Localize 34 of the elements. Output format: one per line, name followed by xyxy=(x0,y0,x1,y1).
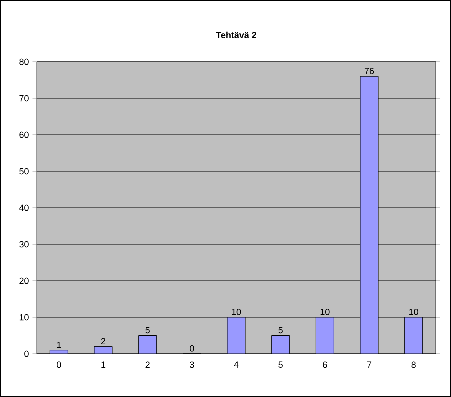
x-tick-label: 7 xyxy=(367,362,372,368)
bar xyxy=(272,336,290,354)
data-label: 5 xyxy=(146,327,150,334)
chart-title: Tehtävä 2 xyxy=(216,32,256,39)
data-label: 2 xyxy=(101,338,106,345)
x-tick-label: 5 xyxy=(278,362,283,368)
bar xyxy=(404,317,424,354)
y-tick-label: 60 xyxy=(20,132,29,138)
y-tick-label: 40 xyxy=(19,204,29,212)
x-tick-label: 2 xyxy=(146,362,150,368)
x-tick-label: 4 xyxy=(234,362,239,368)
y-tick-label: 30 xyxy=(20,241,29,248)
x-tick-label: 1 xyxy=(102,362,106,368)
data-label: 0 xyxy=(190,345,194,352)
x-tick-label: 3 xyxy=(190,362,194,368)
y-tick-label: 80 xyxy=(20,58,29,66)
x-tick-label: 6 xyxy=(323,362,328,368)
y-tick-label: 70 xyxy=(20,95,29,102)
y-tick-label: 0 xyxy=(24,350,29,358)
y-tick-label: 10 xyxy=(20,314,29,321)
y-tick-label: 50 xyxy=(20,168,29,175)
bar xyxy=(360,76,379,354)
data-label: 10 xyxy=(320,308,330,316)
bar xyxy=(316,317,334,354)
data-label: 10 xyxy=(232,308,242,316)
data-label: 76 xyxy=(364,68,374,74)
x-tick-label: 0 xyxy=(57,362,62,368)
bar xyxy=(138,336,158,354)
y-tick-label: 20 xyxy=(20,278,29,284)
data-label: 5 xyxy=(278,327,283,334)
x-tick-label: 8 xyxy=(412,362,416,368)
data-label: 10 xyxy=(410,308,418,316)
data-label: 1 xyxy=(57,342,62,348)
bar xyxy=(227,317,246,354)
